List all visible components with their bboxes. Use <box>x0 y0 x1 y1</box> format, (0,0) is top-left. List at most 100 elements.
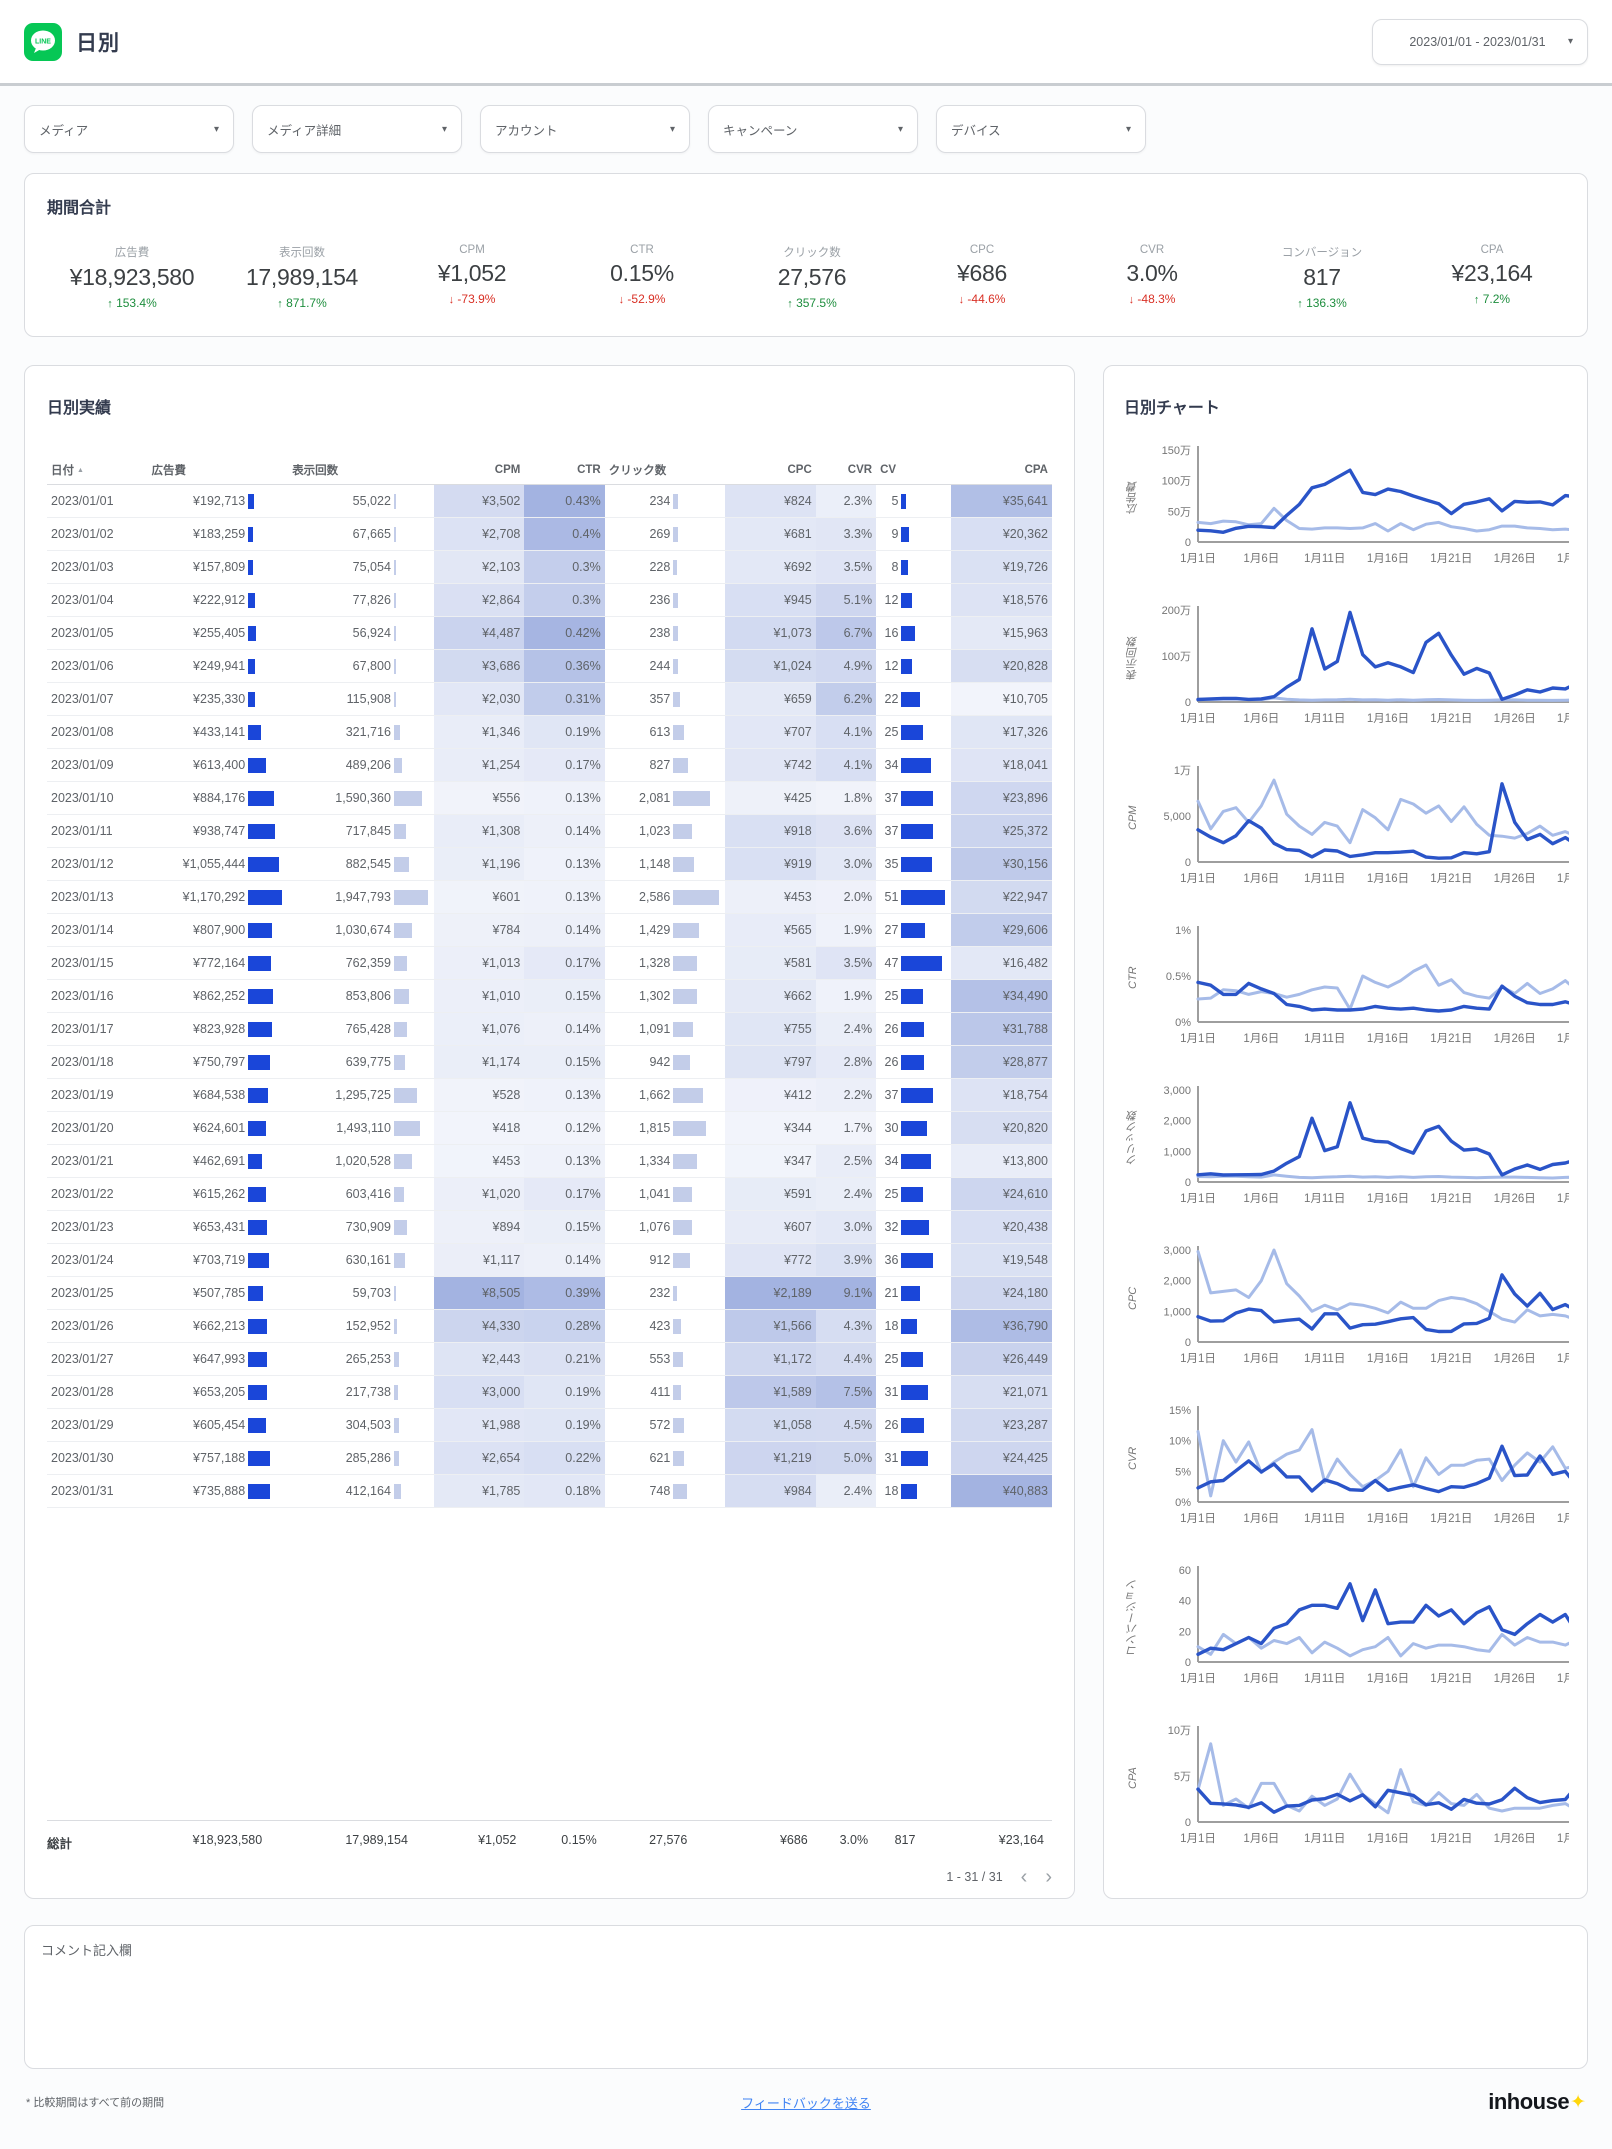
cell-value-bar: ¥249,941 <box>147 649 289 683</box>
svg-text:0%: 0% <box>1175 1017 1191 1029</box>
feedback-link[interactable]: フィードバックを送る <box>741 2095 871 2111</box>
cell-heatmap: 0.22% <box>524 1441 605 1475</box>
svg-text:10%: 10% <box>1169 1436 1191 1448</box>
cell-heatmap: ¥16,482 <box>951 946 1052 980</box>
table-row: 2023/01/22 ¥615,262 603,416 ¥1,020 0.17% 1,04… <box>47 1177 1052 1211</box>
series-current-line <box>1196 1101 1569 1177</box>
cell-value-bar: 115,908 <box>288 682 434 716</box>
kpi-クリック数: クリック数 27,576 ↑ 357.5% <box>727 244 897 310</box>
cell-date: 2023/01/26 <box>47 1309 148 1343</box>
comment-box[interactable]: コメント記入欄 <box>24 1925 1588 2069</box>
cell-heatmap: ¥528 <box>433 1078 525 1112</box>
cell-value-bar: 217,738 <box>288 1375 434 1409</box>
arrow-down-icon: ↓ <box>618 294 625 306</box>
cell-value-bar: 1,590,360 <box>288 781 434 815</box>
cell-value-bar: 26 <box>876 1045 952 1079</box>
table-total-row: 総計 ¥18,923,580 17,989,154 ¥1,052 0.15% 27,576… <box>47 1820 1052 1852</box>
cell-value-bar: ¥192,713 <box>147 484 289 518</box>
svg-text:1月31日: 1月31日 <box>1557 713 1569 725</box>
cell-value-bar: 36 <box>876 1243 952 1277</box>
svg-text:1月21日: 1月21日 <box>1430 873 1472 885</box>
daily-performance-table: 日付 ▲ 広告費 表示回数 CPM CTR クリック数 CPC CVR CV CPA 2023/01… <box>47 456 1052 1508</box>
column-header-CPA[interactable]: CPA <box>951 456 1052 485</box>
kpi-label: CVR <box>1139 244 1165 256</box>
cell-heatmap: 0.17% <box>524 1177 605 1211</box>
table-row: 2023/01/01 ¥192,713 55,022 ¥3,502 0.43% 234 ¥8… <box>47 484 1052 518</box>
kpi-delta: ↓ -44.6% <box>958 292 1006 306</box>
svg-text:3,000: 3,000 <box>1163 1245 1191 1257</box>
svg-text:1月16日: 1月16日 <box>1367 1033 1409 1045</box>
cell-value-bar: 265,253 <box>288 1342 434 1376</box>
filter-campaign[interactable]: キャンペーン ▾ <box>708 105 918 153</box>
cell-value-bar: 37 <box>876 1078 952 1112</box>
filter-account[interactable]: アカウント ▾ <box>480 105 690 153</box>
cell-heatmap: 2.4% <box>815 1177 877 1211</box>
cell-heatmap: 3.9% <box>815 1243 877 1277</box>
table-row: 2023/01/11 ¥938,747 717,845 ¥1,308 0.14% 1,02… <box>47 814 1052 848</box>
cell-value-bar: 1,328 <box>604 946 726 980</box>
column-header-表示回数[interactable]: 表示回数 <box>288 456 434 485</box>
cell-heatmap: 3.6% <box>815 814 877 848</box>
total-value: 17,989,154 <box>345 1833 408 1847</box>
series-previous-line <box>1196 1248 1569 1324</box>
svg-text:1月16日: 1月16日 <box>1367 1353 1409 1365</box>
column-header-CPM[interactable]: CPM <box>433 456 525 485</box>
summary-card: 期間合計 広告費 ¥18,923,580 ↑ 153.4% 表示回数 17,989,15… <box>24 173 1588 337</box>
filter-media[interactable]: メディア ▾ <box>24 105 234 153</box>
cell-date: 2023/01/24 <box>47 1243 148 1277</box>
cell-value-bar: ¥613,400 <box>147 748 289 782</box>
svg-text:1月1日: 1月1日 <box>1180 713 1216 725</box>
cell-heatmap: 5.1% <box>815 583 877 617</box>
cell-heatmap: ¥18,754 <box>951 1078 1052 1112</box>
svg-text:1月1日: 1月1日 <box>1180 1353 1216 1365</box>
filter-device[interactable]: デバイス ▾ <box>936 105 1146 153</box>
total-value: 817 <box>894 1833 916 1847</box>
cell-heatmap: ¥742 <box>725 748 816 782</box>
svg-text:1月16日: 1月16日 <box>1367 1833 1409 1845</box>
column-header-CTR[interactable]: CTR <box>524 456 605 485</box>
svg-text:2,000: 2,000 <box>1163 1116 1191 1128</box>
column-header-広告費[interactable]: 広告費 <box>147 456 289 485</box>
cell-heatmap: 0.14% <box>524 1243 605 1277</box>
cell-value-bar: ¥750,797 <box>147 1045 289 1079</box>
svg-text:1月1日: 1月1日 <box>1180 1193 1216 1205</box>
chart-CPC: CPC 3,000 2,000 1,000 0 1月1日 1月6日 1月11日 1月16日 1月2… <box>1124 1242 1569 1376</box>
svg-text:1月26日: 1月26日 <box>1494 1833 1536 1845</box>
cell-heatmap: 3.5% <box>815 946 877 980</box>
chart-y-axis-label: CTR <box>1127 966 1139 990</box>
svg-text:1月21日: 1月21日 <box>1430 713 1472 725</box>
filter-media-detail[interactable]: メディア詳細 ▾ <box>252 105 462 153</box>
column-header-CV[interactable]: CV <box>876 456 952 485</box>
cell-heatmap: 0.36% <box>524 649 605 683</box>
cell-heatmap: 0.28% <box>524 1309 605 1343</box>
column-header-日付[interactable]: 日付 ▲ <box>47 456 148 485</box>
cell-value-bar: 9 <box>876 517 952 551</box>
total-label: 総計 <box>47 1837 73 1851</box>
table-row: 2023/01/25 ¥507,785 59,703 ¥8,505 0.39% 232 ¥2… <box>47 1276 1052 1310</box>
chart-plot: 10万 5万 0 1月1日 1月6日 1月11日 1月16日 1月21日 1月26日 1月31日 <box>1168 1725 1569 1845</box>
cell-heatmap: 0.15% <box>524 1045 605 1079</box>
cell-date: 2023/01/02 <box>47 517 148 551</box>
cell-heatmap: ¥662 <box>725 979 816 1013</box>
prev-page-icon[interactable]: ‹ <box>1020 1866 1028 1888</box>
svg-text:150万: 150万 <box>1162 445 1191 457</box>
cell-value-bar: 765,428 <box>288 1012 434 1046</box>
cell-heatmap: 4.9% <box>815 649 877 683</box>
chart-y-axis-label: コンバージョン <box>1127 1579 1139 1657</box>
cell-value-bar: 55,022 <box>288 484 434 518</box>
next-page-icon[interactable]: › <box>1045 1866 1052 1888</box>
date-range-selector[interactable]: 2023/01/01 - 2023/01/31 ▾ <box>1372 18 1588 65</box>
svg-text:1月1日: 1月1日 <box>1180 1513 1216 1525</box>
cell-heatmap: ¥681 <box>725 517 816 551</box>
column-header-CVR[interactable]: CVR <box>815 456 877 485</box>
svg-text:5,000: 5,000 <box>1163 811 1191 823</box>
cell-date: 2023/01/18 <box>47 1045 148 1079</box>
column-header-クリック数[interactable]: クリック数 <box>604 456 726 485</box>
comparison-note: * 比較期間はすべて前の期間 <box>26 2097 165 2109</box>
cell-heatmap: 9.1% <box>815 1276 877 1310</box>
column-header-CPC[interactable]: CPC <box>725 456 816 485</box>
cell-heatmap: ¥20,438 <box>951 1210 1052 1244</box>
cell-heatmap: 0.14% <box>524 913 605 947</box>
cell-heatmap: ¥918 <box>725 814 816 848</box>
cell-date: 2023/01/31 <box>47 1474 148 1508</box>
